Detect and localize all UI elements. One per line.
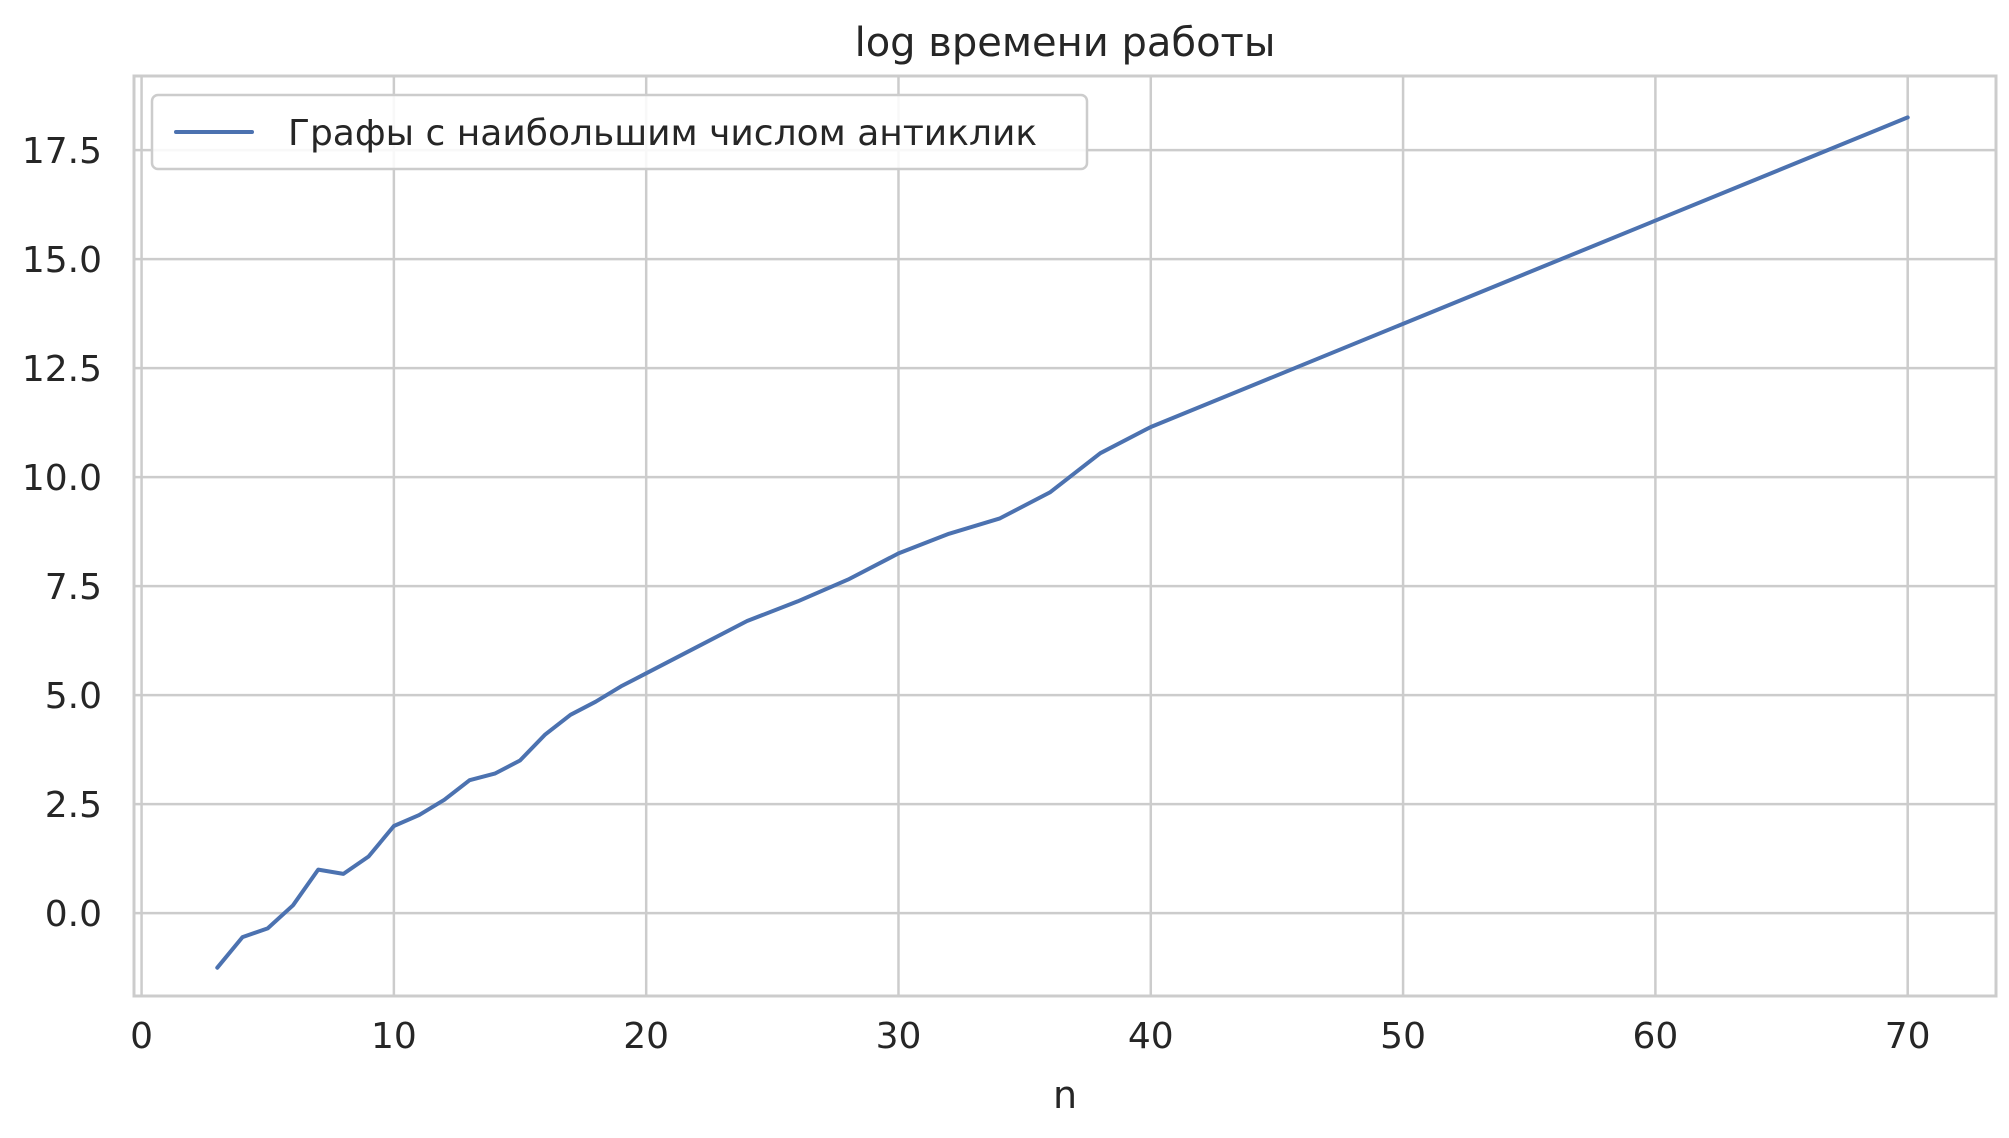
- x-tick-labels: 0 10 20 30 40 50 60 70: [130, 1016, 1930, 1057]
- grid-layer: [134, 76, 1996, 996]
- y-tick-label: 7.5: [45, 567, 102, 608]
- legend-box: [150, 93, 1089, 171]
- y-tick-labels: 0.0 2.5 5.0 7.5 10.0 12.5 15.0 17.5: [22, 131, 102, 935]
- x-tick-label: 60: [1632, 1016, 1678, 1057]
- y-tick-label: 15.0: [22, 240, 102, 281]
- y-tick-label: 0.0: [45, 894, 102, 935]
- x-tick-label: 20: [623, 1016, 669, 1057]
- x-tick-label: 0: [130, 1016, 153, 1057]
- x-tick-label: 10: [371, 1016, 417, 1057]
- legend-label: Графы с наибольшим числом антиклик: [288, 113, 1037, 154]
- legend: Графы с наибольшим числом антиклик: [150, 93, 1089, 171]
- series-layer: [215, 115, 1910, 970]
- plot-frame: [132, 74, 1998, 998]
- x-tick-label: 30: [876, 1016, 922, 1057]
- x-tick-label: 50: [1380, 1016, 1426, 1057]
- y-tick-label: 2.5: [45, 785, 102, 826]
- x-tick-label: 40: [1128, 1016, 1174, 1057]
- chart-title: log времени работы: [855, 20, 1276, 66]
- y-tick-label: 12.5: [22, 349, 102, 390]
- x-axis-label: n: [1053, 1073, 1077, 1117]
- y-tick-label: 10.0: [22, 458, 102, 499]
- x-tick-label: 70: [1885, 1016, 1931, 1057]
- series-line: [215, 115, 1910, 970]
- y-tick-label: 17.5: [22, 131, 102, 172]
- y-tick-label: 5.0: [45, 676, 102, 717]
